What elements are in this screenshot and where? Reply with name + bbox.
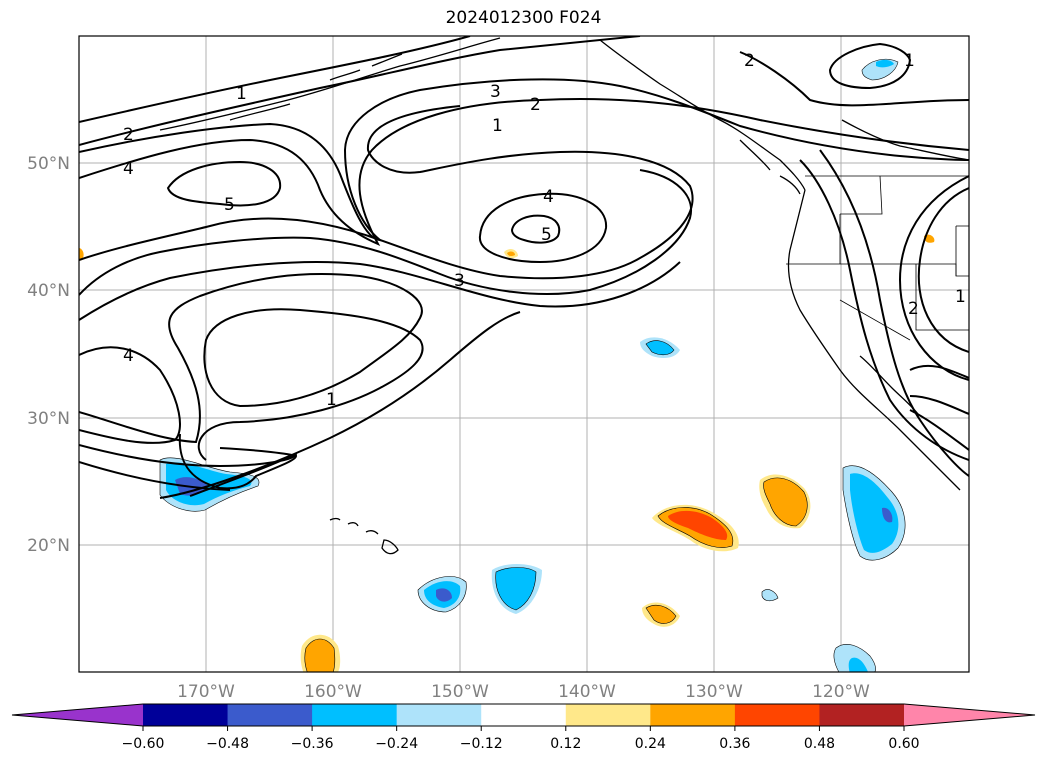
contour-label: 5 (224, 195, 235, 215)
colorbar-segment (481, 704, 567, 726)
colorbar-tick-label: −0.60 (122, 736, 165, 752)
contour-label: 2 (123, 125, 134, 145)
contour-label: 2 (744, 51, 755, 71)
contour-label: 4 (543, 187, 554, 207)
colorbar-segment (734, 704, 820, 726)
colorbar-tick-label: 0.12 (550, 736, 581, 752)
lon-tick-label: 170°W (177, 682, 235, 702)
colorbar-tick-label: −0.36 (291, 736, 334, 752)
borders (786, 175, 969, 341)
lat-tick-label: 40°N (27, 281, 70, 301)
lon-tick-label: 140°W (558, 682, 616, 702)
lon-tick-labels: 170°W 160°W 150°W 140°W 130°W 120°W (177, 682, 870, 702)
contour-label: 2 (530, 95, 541, 115)
lat-tick-label: 20°N (27, 536, 70, 556)
lat-tick-label: 30°N (27, 409, 70, 429)
colorbar-segment (650, 704, 736, 726)
colorbar-segment (396, 704, 482, 726)
contour-label: 4 (123, 159, 134, 179)
blob-127w-16n (761, 589, 779, 602)
colorbar-tick-label: 0.48 (804, 736, 835, 752)
colorbar-tick-label: 0.36 (719, 736, 750, 752)
gridlines (79, 36, 969, 672)
colorbar-tick-label: −0.12 (460, 736, 503, 752)
contour-label: 3 (490, 82, 501, 102)
contour-label: 5 (541, 225, 552, 245)
colorbar-segment (819, 704, 905, 726)
contour-lines (79, 36, 969, 499)
contour-labels: 1 2 4 5 3 2 1 4 5 3 4 1 2 1 2 1 (123, 51, 966, 410)
map-frame (78, 35, 970, 673)
lat-tick-labels: 50°N 40°N 30°N 20°N (27, 154, 70, 556)
plot-title: 2024012300 F024 (445, 8, 602, 28)
positive-anomaly-shading (79, 234, 935, 672)
colorbar-tick-label: 0.60 (888, 736, 919, 752)
contour-label: 3 (454, 271, 465, 291)
contour-label: 2 (908, 299, 919, 319)
contour-label: 1 (492, 116, 503, 136)
contour-label: 1 (326, 390, 337, 410)
colorbar-segment (143, 704, 229, 726)
contour-label: 4 (123, 346, 134, 366)
colorbar: −0.60 −0.48 −0.36 −0.24 −0.12 0.12 0.24 0.36 0.4… (11, 703, 1036, 752)
colorbar-tick-label: 0.24 (635, 736, 666, 752)
colorbar-tick-label: −0.24 (375, 736, 418, 752)
colorbar-extend-low (12, 704, 143, 726)
lon-tick-label: 130°W (685, 682, 743, 702)
colorbar-segment (565, 704, 651, 726)
lon-tick-label: 120°W (812, 682, 870, 702)
colorbar-tick-label: −0.48 (206, 736, 249, 752)
coastlines (159, 37, 969, 555)
blob-180w-43n (79, 247, 84, 261)
lat-tick-label: 50°N (27, 154, 70, 174)
colorbar-segment (312, 704, 398, 726)
lon-tick-label: 150°W (431, 682, 489, 702)
colorbar-segment (227, 704, 313, 726)
contour-label: 1 (955, 287, 966, 307)
lon-tick-label: 160°W (304, 682, 362, 702)
contour-label: 1 (904, 51, 915, 71)
colorbar-extend-high (904, 704, 1035, 726)
contour-label: 1 (236, 84, 247, 104)
